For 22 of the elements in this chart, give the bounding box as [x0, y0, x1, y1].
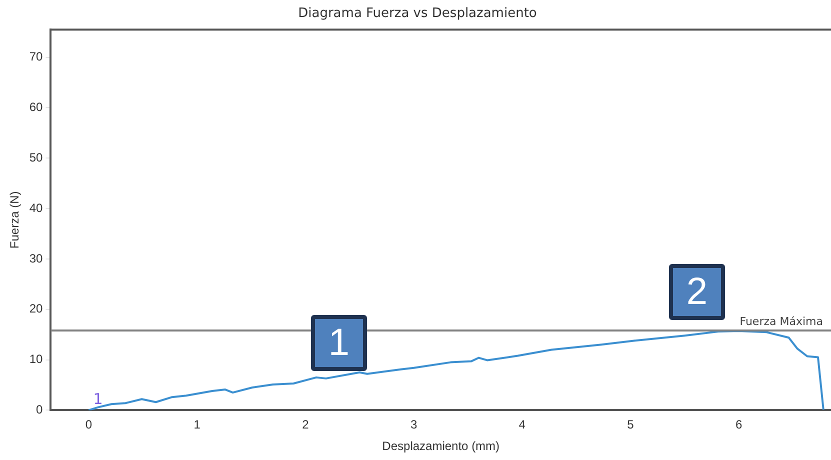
x-tick-label: 6: [736, 418, 743, 432]
y-tick-label: 30: [29, 251, 44, 266]
x-tick-label: 3: [410, 418, 418, 432]
annotation: 1: [93, 390, 103, 408]
y-tick-label: 70: [29, 50, 44, 64]
y-tick-label: 40: [29, 200, 44, 215]
annotation: 2: [669, 264, 725, 320]
chart-title: Diagrama Fuerza vs Desplazamiento: [298, 6, 537, 22]
ref-line-label: Fuerza Máxima: [740, 314, 823, 328]
y-tick-label: 20: [29, 302, 44, 316]
y-axis-title: Fuerza (N): [8, 191, 22, 249]
annotation: 1: [311, 315, 367, 371]
y-tick-label: 0: [36, 402, 44, 417]
y-tick-label: 50: [29, 150, 44, 164]
y-tick-label: 60: [29, 100, 44, 114]
x-tick-label: 5: [627, 418, 634, 432]
y-tick-label: 10: [29, 352, 44, 366]
x-tick-label: 0: [85, 418, 92, 432]
x-tick-label: 2: [302, 418, 310, 432]
x-axis-title: Desplazamiento (mm): [382, 439, 500, 454]
x-tick-label: 4: [518, 418, 526, 432]
x-tick-label: 1: [194, 418, 201, 432]
